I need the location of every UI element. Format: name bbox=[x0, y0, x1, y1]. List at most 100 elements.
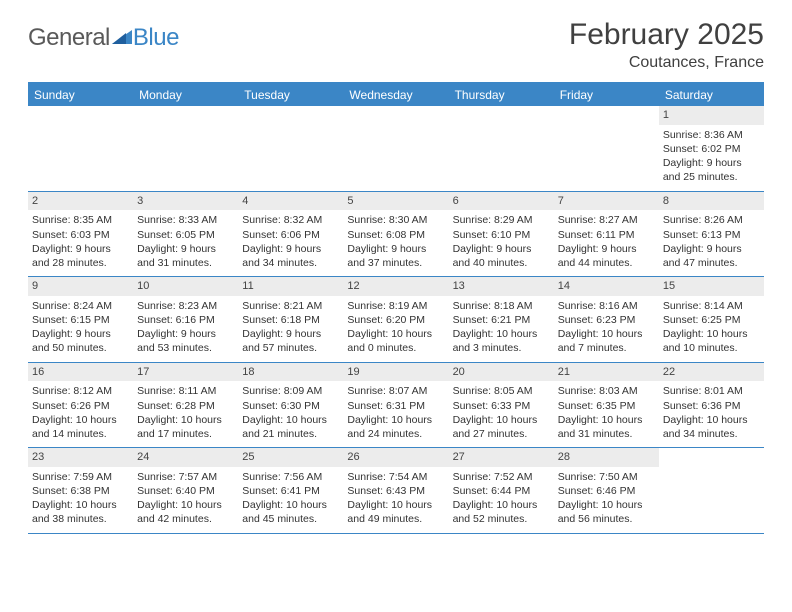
day-number: 8 bbox=[659, 192, 764, 211]
day-daylight2: and 3 minutes. bbox=[453, 341, 550, 355]
day-number: 2 bbox=[28, 192, 133, 211]
day-daylight2: and 25 minutes. bbox=[663, 170, 760, 184]
day-number: 20 bbox=[449, 363, 554, 382]
day-sunrise: Sunrise: 8:33 AM bbox=[137, 213, 234, 227]
day-daylight1: Daylight: 10 hours bbox=[32, 498, 129, 512]
day-daylight2: and 28 minutes. bbox=[32, 256, 129, 270]
day-daylight2: and 52 minutes. bbox=[453, 512, 550, 526]
day-sunrise: Sunrise: 8:14 AM bbox=[663, 299, 760, 313]
day-cell: 6Sunrise: 8:29 AMSunset: 6:10 PMDaylight… bbox=[449, 192, 554, 277]
day-daylight1: Daylight: 10 hours bbox=[663, 413, 760, 427]
day-daylight2: and 27 minutes. bbox=[453, 427, 550, 441]
day-cell: 3Sunrise: 8:33 AMSunset: 6:05 PMDaylight… bbox=[133, 192, 238, 277]
brand-logo: General Blue bbox=[28, 24, 179, 52]
day-daylight2: and 47 minutes. bbox=[663, 256, 760, 270]
day-daylight1: Daylight: 9 hours bbox=[32, 327, 129, 341]
day-cell: 14 Sunrise: 8:16 AMSunset: 6:23 PMDayligh… bbox=[554, 277, 659, 362]
day-number: 13 bbox=[449, 277, 554, 296]
day-number: 14 bbox=[554, 277, 659, 296]
day-daylight1: Daylight: 10 hours bbox=[558, 327, 655, 341]
day-sunrise: Sunrise: 8:12 AM bbox=[32, 384, 129, 398]
day-daylight1: Daylight: 10 hours bbox=[137, 498, 234, 512]
day-sunset: Sunset: 6:21 PM bbox=[453, 313, 550, 327]
brand-part2: Blue bbox=[133, 24, 179, 52]
day-number: 15 bbox=[659, 277, 764, 296]
day-sunrise: Sunrise: 8:18 AM bbox=[453, 299, 550, 313]
day-daylight1: Daylight: 10 hours bbox=[347, 498, 444, 512]
day-daylight2: and 7 minutes. bbox=[558, 341, 655, 355]
day-daylight1: Daylight: 10 hours bbox=[558, 498, 655, 512]
day-number: 7 bbox=[554, 192, 659, 211]
day-daylight2: and 56 minutes. bbox=[558, 512, 655, 526]
day-sunrise: Sunrise: 8:36 AM bbox=[663, 128, 760, 142]
day-daylight2: and 53 minutes. bbox=[137, 341, 234, 355]
day-daylight1: Daylight: 9 hours bbox=[137, 327, 234, 341]
day-daylight2: and 34 minutes. bbox=[242, 256, 339, 270]
day-sunset: Sunset: 6:11 PM bbox=[558, 228, 655, 242]
day-sunrise: Sunrise: 8:35 AM bbox=[32, 213, 129, 227]
day-sunset: Sunset: 6:26 PM bbox=[32, 399, 129, 413]
day-sunset: Sunset: 6:46 PM bbox=[558, 484, 655, 498]
day-number: 23 bbox=[28, 448, 133, 467]
day-number: 19 bbox=[343, 363, 448, 382]
day-daylight2: and 40 minutes. bbox=[453, 256, 550, 270]
day-sunrise: Sunrise: 8:27 AM bbox=[558, 213, 655, 227]
day-sunrise: Sunrise: 8:07 AM bbox=[347, 384, 444, 398]
day-daylight1: Daylight: 10 hours bbox=[242, 498, 339, 512]
day-daylight2: and 34 minutes. bbox=[663, 427, 760, 441]
day-daylight1: Daylight: 10 hours bbox=[558, 413, 655, 427]
day-sunset: Sunset: 6:23 PM bbox=[558, 313, 655, 327]
day-daylight1: Daylight: 10 hours bbox=[453, 413, 550, 427]
day-sunset: Sunset: 6:44 PM bbox=[453, 484, 550, 498]
week-row: 16 Sunrise: 8:12 AMSunset: 6:26 PM Dayligh… bbox=[28, 363, 764, 449]
day-cell bbox=[133, 106, 238, 191]
day-number: 16 bbox=[28, 363, 133, 382]
day-cell: 16Sunrise: 8:12 AMSunset: 6:26 PMDayligh… bbox=[28, 363, 133, 448]
day-sunset: Sunset: 6:06 PM bbox=[242, 228, 339, 242]
day-cell: 13 Sunrise: 8:18 AMSunset: 6:21 PMDayligh… bbox=[449, 277, 554, 362]
day-cell: 1Sunrise: 8:36 AMSunset: 6:02 PMDaylight… bbox=[659, 106, 764, 191]
day-daylight2: and 37 minutes. bbox=[347, 256, 444, 270]
day-sunrise: Sunrise: 8:24 AM bbox=[32, 299, 129, 313]
day-sunrise: Sunrise: 7:50 AM bbox=[558, 470, 655, 484]
day-cell: 27Sunrise: 7:52 AMSunset: 6:44 PMDayligh… bbox=[449, 448, 554, 533]
day-daylight2: and 38 minutes. bbox=[32, 512, 129, 526]
day-sunrise: Sunrise: 8:26 AM bbox=[663, 213, 760, 227]
day-number: 10 bbox=[133, 277, 238, 296]
day-sunset: Sunset: 6:10 PM bbox=[453, 228, 550, 242]
header: General Blue February 2025 Coutances, Fr… bbox=[28, 18, 764, 72]
day-number: 3 bbox=[133, 192, 238, 211]
day-sunset: Sunset: 6:38 PM bbox=[32, 484, 129, 498]
day-daylight2: and 21 minutes. bbox=[242, 427, 339, 441]
logo-triangle-icon bbox=[112, 28, 132, 49]
day-sunset: Sunset: 6:35 PM bbox=[558, 399, 655, 413]
day-number: 22 bbox=[659, 363, 764, 382]
dow-cell: Monday bbox=[133, 84, 238, 106]
day-daylight2: and 57 minutes. bbox=[242, 341, 339, 355]
day-daylight2: and 45 minutes. bbox=[242, 512, 339, 526]
day-daylight2: and 10 minutes. bbox=[663, 341, 760, 355]
day-daylight1: Daylight: 10 hours bbox=[347, 413, 444, 427]
week-row: 9Sunrise: 8:24 AMSunset: 6:15 PMDaylight… bbox=[28, 277, 764, 363]
day-sunrise: Sunrise: 7:52 AM bbox=[453, 470, 550, 484]
day-sunrise: Sunrise: 8:29 AM bbox=[453, 213, 550, 227]
day-sunrise: Sunrise: 8:16 AM bbox=[558, 299, 655, 313]
calendar-page: General Blue February 2025 Coutances, Fr… bbox=[0, 0, 792, 552]
day-daylight1: Daylight: 10 hours bbox=[663, 327, 760, 341]
day-number: 26 bbox=[343, 448, 448, 467]
day-sunset: Sunset: 6:43 PM bbox=[347, 484, 444, 498]
day-daylight2: and 49 minutes. bbox=[347, 512, 444, 526]
day-daylight1: Daylight: 10 hours bbox=[453, 327, 550, 341]
day-cell: 10Sunrise: 8:23 AMSunset: 6:16 PMDayligh… bbox=[133, 277, 238, 362]
title-block: February 2025 Coutances, France bbox=[569, 18, 764, 72]
day-daylight1: Daylight: 10 hours bbox=[347, 327, 444, 341]
day-cell: 20Sunrise: 8:05 AMSunset: 6:33 PMDayligh… bbox=[449, 363, 554, 448]
day-cell: 21Sunrise: 8:03 AMSunset: 6:35 PMDayligh… bbox=[554, 363, 659, 448]
dow-cell: Saturday bbox=[659, 84, 764, 106]
day-sunset: Sunset: 6:31 PM bbox=[347, 399, 444, 413]
day-sunset: Sunset: 6:20 PM bbox=[347, 313, 444, 327]
day-cell: 23Sunrise: 7:59 AMSunset: 6:38 PMDayligh… bbox=[28, 448, 133, 533]
day-sunrise: Sunrise: 8:09 AM bbox=[242, 384, 339, 398]
day-number: 1 bbox=[659, 106, 764, 125]
day-daylight2: and 0 minutes. bbox=[347, 341, 444, 355]
